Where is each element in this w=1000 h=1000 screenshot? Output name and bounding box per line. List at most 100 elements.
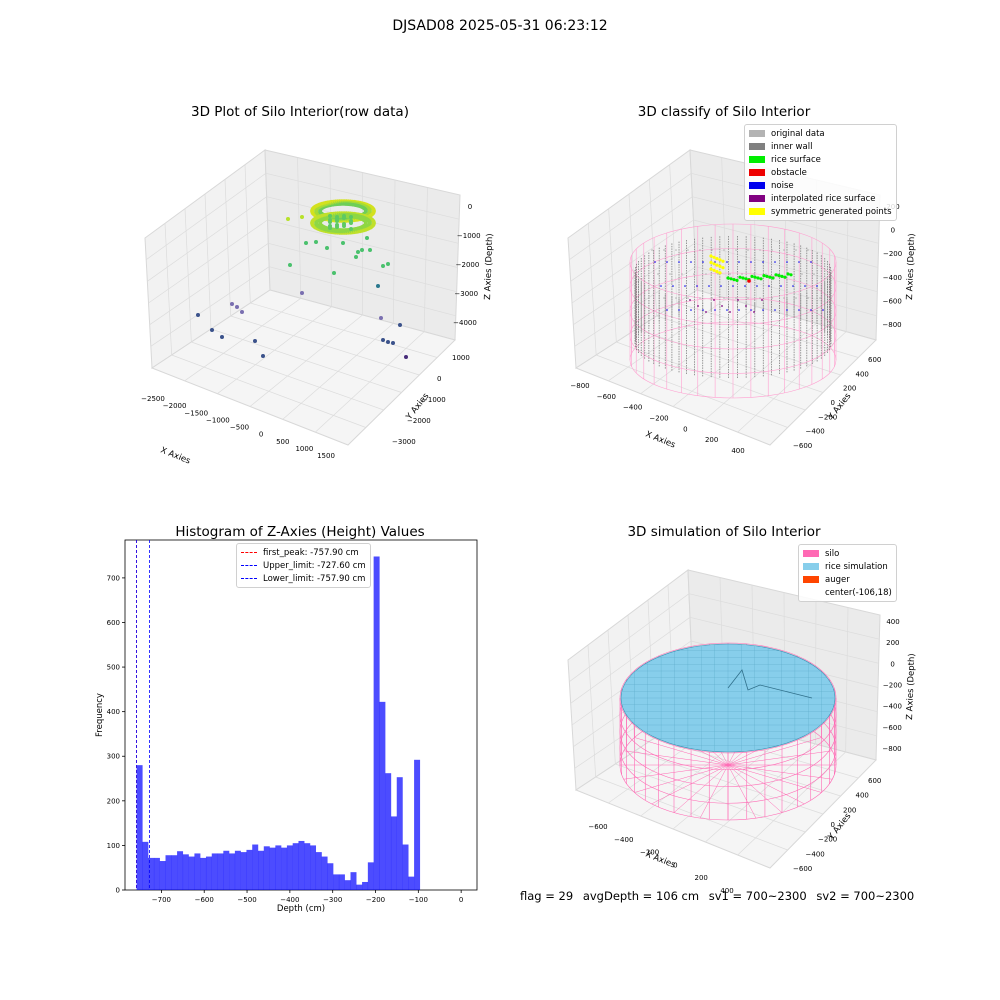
histogram-bar — [286, 845, 293, 890]
legend-label: obstacle — [771, 167, 807, 178]
legend-line — [241, 578, 257, 579]
noise-point — [762, 261, 764, 263]
panel2-y-tick: 200 — [843, 385, 856, 393]
data-point — [386, 262, 390, 266]
panel4-x-tick: 400 — [720, 887, 733, 895]
histogram-bar — [373, 556, 380, 890]
histogram-bar — [350, 872, 357, 890]
data-point — [356, 250, 360, 254]
histogram-bar — [344, 880, 351, 890]
histogram-bar — [304, 843, 311, 890]
grid-line — [695, 266, 877, 317]
panel1-z-tick: −3000 — [454, 290, 478, 298]
data-point — [286, 217, 290, 221]
legend-item: rice surface — [749, 153, 892, 166]
data-point — [364, 220, 368, 225]
panel2-z-tick: −600 — [883, 297, 902, 305]
data-point — [210, 328, 214, 332]
panel1-z-tick: 0 — [468, 203, 472, 211]
noise-point — [786, 261, 788, 263]
avg-depth-text: avgDepth = 106 cm — [582, 889, 700, 903]
data-point — [349, 227, 353, 231]
rice-surface-point — [738, 275, 742, 279]
symmetric-point — [718, 271, 722, 275]
panel1-z-tick: −4000 — [453, 319, 477, 327]
rice-surface-point — [783, 275, 787, 279]
noise-point — [741, 273, 743, 275]
histogram-bar — [240, 852, 247, 890]
histogram-bar — [408, 876, 415, 890]
noise-point — [780, 285, 782, 287]
noise-point — [735, 297, 737, 299]
histogram-bar — [315, 852, 322, 890]
data-point — [381, 264, 385, 268]
data-point — [335, 215, 339, 219]
data-point — [328, 224, 332, 228]
noise-point — [810, 309, 812, 311]
y-tick-label: 300 — [107, 753, 120, 761]
panel4-x-tick: 0 — [673, 861, 677, 869]
rice-surface-point — [750, 274, 754, 278]
histogram-bar — [229, 853, 236, 890]
legend-item: rice simulation — [803, 560, 892, 573]
noise-point — [726, 261, 728, 263]
histogram-bar — [298, 840, 305, 890]
noise-point — [702, 261, 704, 263]
x-tick-label: −400 — [280, 896, 299, 904]
panel4-y-tick: −200 — [818, 836, 837, 844]
silo-floor-spoke — [634, 737, 729, 766]
noise-point — [810, 261, 812, 263]
legend-label: original data — [771, 128, 825, 139]
symmetric-point — [718, 258, 722, 262]
noise-point — [822, 309, 824, 311]
interpolated-point — [761, 299, 763, 301]
x-tick-label: 0 — [459, 896, 463, 904]
interpolated-point — [753, 311, 755, 313]
silo-floor-spoke — [699, 764, 729, 819]
histogram-bar — [310, 845, 317, 890]
rice-surface-point — [729, 277, 733, 281]
noise-point — [678, 309, 680, 311]
histogram-bar — [182, 854, 189, 890]
histogram-bar — [327, 863, 334, 890]
data-point — [365, 236, 369, 240]
noise-point — [762, 309, 764, 311]
rice-surface-point — [786, 272, 790, 276]
panel1-title: 3D Plot of Silo Interior(row data) — [191, 104, 409, 120]
noise-point — [666, 261, 668, 263]
x-tick-label: −500 — [237, 896, 256, 904]
noise-point — [660, 285, 662, 287]
noise-point — [786, 309, 788, 311]
histogram-bar — [246, 849, 253, 890]
data-point — [300, 215, 304, 219]
noise-point — [771, 249, 773, 251]
legend-label: inner wall — [771, 141, 813, 152]
panel3-legend: first_peak: -757.90 cm Upper_limit: -727… — [236, 543, 371, 588]
legend-label: silo — [825, 548, 840, 559]
histogram-bar — [223, 850, 230, 890]
noise-point — [669, 273, 671, 275]
panel4-z-tick: −200 — [883, 682, 902, 690]
legend-label: noise — [771, 180, 794, 191]
legend-label: Upper_limit: -727.60 cm — [263, 560, 366, 571]
histogram-bar — [269, 847, 276, 890]
noise-point — [792, 285, 794, 287]
rice-surface-point — [765, 274, 769, 278]
histogram-bar — [252, 844, 259, 890]
histogram-bar — [194, 853, 201, 890]
noise-point — [747, 297, 749, 299]
noise-point — [723, 297, 725, 299]
noise-point — [807, 297, 809, 299]
panel4-3d-axes — [567, 569, 881, 869]
legend-item: interpolated rice surface — [749, 192, 892, 205]
data-point — [364, 208, 368, 213]
noise-point — [672, 285, 674, 287]
histogram-bar — [281, 847, 288, 890]
noise-point — [711, 297, 713, 299]
panel4-z-tick: −400 — [883, 703, 902, 711]
legend-label: Lower_limit: -757.90 cm — [263, 573, 366, 584]
noise-point — [744, 285, 746, 287]
panel1-3d-axes — [144, 149, 461, 446]
symmetric-point — [712, 268, 716, 272]
legend-swatch — [749, 169, 765, 176]
